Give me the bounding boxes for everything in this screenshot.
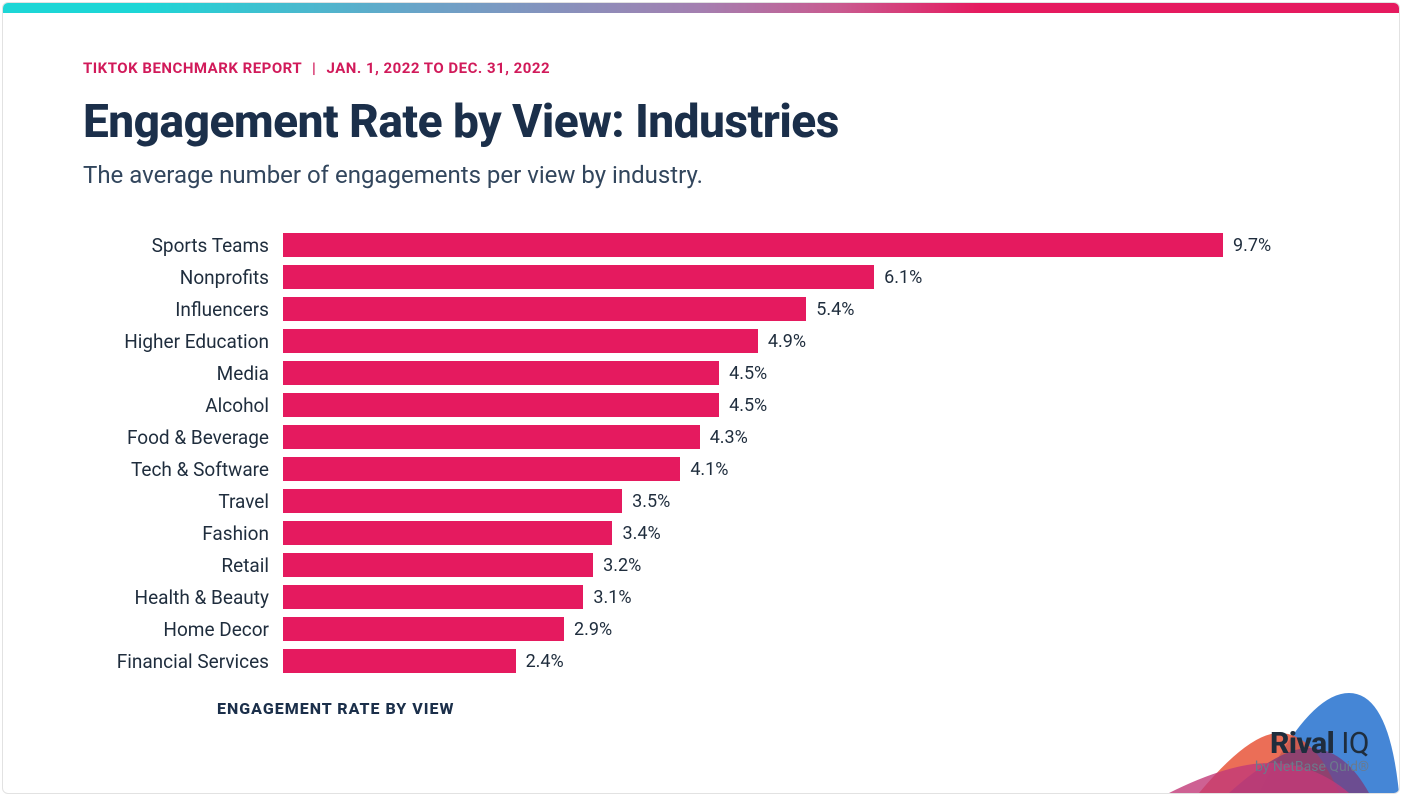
category-label: Health & Beauty	[83, 586, 283, 609]
bar-area: 4.5%	[283, 361, 1319, 385]
value-label: 6.1%	[884, 267, 922, 288]
report-card: TIKTOK BENCHMARK REPORT | JAN. 1, 2022 T…	[2, 2, 1400, 794]
bar	[283, 553, 593, 577]
axis-title: ENGAGEMENT RATE BY VIEW	[217, 699, 1399, 718]
value-label: 4.3%	[710, 427, 748, 448]
category-label: Retail	[83, 554, 283, 577]
bar	[283, 425, 700, 449]
value-label: 5.4%	[816, 299, 854, 320]
category-label: Tech & Software	[83, 458, 283, 481]
bar-area: 3.1%	[283, 585, 1319, 609]
bar-row: Food & Beverage 4.3%	[83, 421, 1319, 453]
value-label: 4.5%	[729, 363, 767, 384]
value-label: 9.7%	[1233, 235, 1271, 256]
bar-area: 3.5%	[283, 489, 1319, 513]
category-label: Higher Education	[83, 330, 283, 353]
bar-row: Sports Teams 9.7%	[83, 229, 1319, 261]
top-gradient-bar	[3, 3, 1399, 13]
bar-area: 4.9%	[283, 329, 1319, 353]
bar-area: 3.4%	[283, 521, 1319, 545]
bar	[283, 489, 622, 513]
bar	[283, 233, 1223, 257]
bar	[283, 393, 719, 417]
bar-row: Media 4.5%	[83, 357, 1319, 389]
brand-logo: Rival IQ by NetBase Quid®	[1255, 726, 1369, 775]
bar	[283, 265, 874, 289]
bar-area: 5.4%	[283, 297, 1319, 321]
chart-subtitle: The average number of engagements per vi…	[83, 161, 1319, 189]
category-label: Fashion	[83, 522, 283, 545]
bar	[283, 617, 564, 641]
bar	[283, 649, 516, 673]
bar-row: Alcohol 4.5%	[83, 389, 1319, 421]
bar-row: Nonprofits 6.1%	[83, 261, 1319, 293]
meta-line: TIKTOK BENCHMARK REPORT | JAN. 1, 2022 T…	[83, 59, 1319, 77]
category-label: Home Decor	[83, 618, 283, 641]
category-label: Media	[83, 362, 283, 385]
bar-area: 3.2%	[283, 553, 1319, 577]
bar-row: Travel 3.5%	[83, 485, 1319, 517]
category-label: Influencers	[83, 298, 283, 321]
bar-area: 4.5%	[283, 393, 1319, 417]
category-label: Financial Services	[83, 650, 283, 673]
header: TIKTOK BENCHMARK REPORT | JAN. 1, 2022 T…	[3, 13, 1399, 189]
bar-area: 6.1%	[283, 265, 1319, 289]
bar-chart: Sports Teams 9.7% Nonprofits 6.1% Influencer…	[3, 229, 1399, 677]
brand-name-bold: Rival	[1270, 726, 1334, 761]
meta-separator: |	[312, 59, 316, 77]
category-label: Food & Beverage	[83, 426, 283, 449]
bar-row: Fashion 3.4%	[83, 517, 1319, 549]
chart-title: Engagement Rate by View: Industries	[83, 95, 1319, 149]
bar	[283, 521, 612, 545]
bar-row: Retail 3.2%	[83, 549, 1319, 581]
bar-row: Tech & Software 4.1%	[83, 453, 1319, 485]
value-label: 2.9%	[574, 619, 612, 640]
bar-area: 2.9%	[283, 617, 1319, 641]
category-label: Travel	[83, 490, 283, 513]
bar-row: Health & Beauty 3.1%	[83, 581, 1319, 613]
value-label: 4.5%	[729, 395, 767, 416]
value-label: 3.5%	[632, 491, 670, 512]
category-label: Nonprofits	[83, 266, 283, 289]
value-label: 2.4%	[526, 651, 564, 672]
bar-row: Influencers 5.4%	[83, 293, 1319, 325]
bar-row: Financial Services 2.4%	[83, 645, 1319, 677]
category-label: Sports Teams	[83, 234, 283, 257]
value-label: 4.9%	[768, 331, 806, 352]
value-label: 3.2%	[603, 555, 641, 576]
bar	[283, 329, 758, 353]
bar-area: 2.4%	[283, 649, 1319, 673]
bar	[283, 297, 806, 321]
bar-row: Home Decor 2.9%	[83, 613, 1319, 645]
brand-byline: by NetBase Quid®	[1255, 759, 1369, 775]
value-label: 3.1%	[593, 587, 631, 608]
bar	[283, 361, 719, 385]
bar	[283, 585, 583, 609]
value-label: 4.1%	[690, 459, 728, 480]
bar-row: Higher Education 4.9%	[83, 325, 1319, 357]
brand-name-light: IQ	[1334, 726, 1369, 761]
bar-area: 4.1%	[283, 457, 1319, 481]
bar-area: 4.3%	[283, 425, 1319, 449]
value-label: 3.4%	[622, 523, 660, 544]
category-label: Alcohol	[83, 394, 283, 417]
bar-area: 9.7%	[283, 233, 1319, 257]
report-name: TIKTOK BENCHMARK REPORT	[83, 59, 302, 77]
date-range: JAN. 1, 2022 TO DEC. 31, 2022	[327, 59, 551, 77]
brand-name: Rival IQ	[1255, 726, 1369, 761]
bar	[283, 457, 680, 481]
